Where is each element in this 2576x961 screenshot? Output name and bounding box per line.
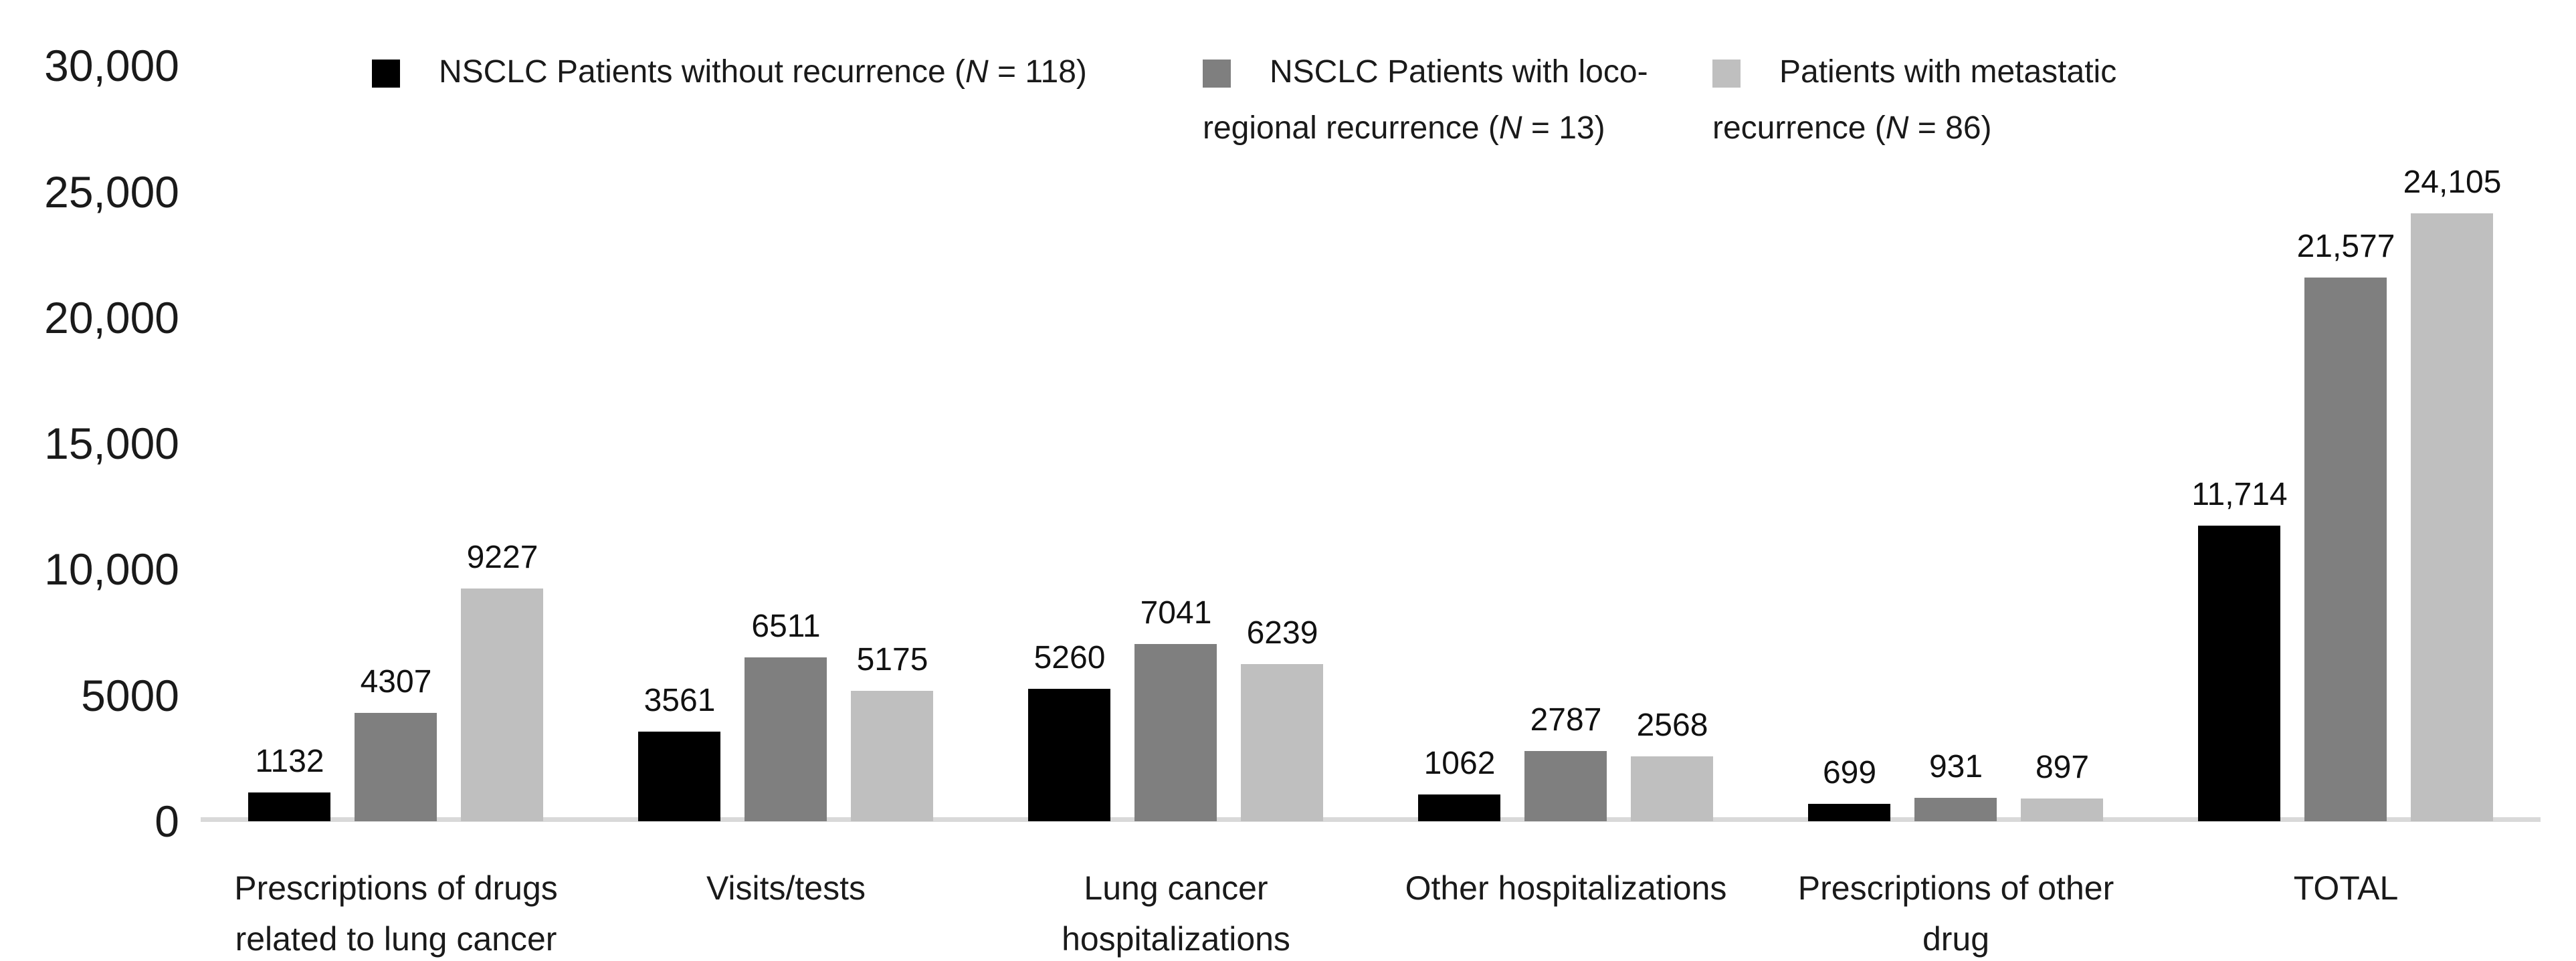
y-axis-tick-label: 0: [155, 796, 179, 846]
bar-series2-group5: [2411, 213, 2493, 821]
bar-value-label: 2568: [1636, 708, 1708, 743]
legend-label: NSCLC Patients without recurrence (N = 1…: [439, 54, 1087, 90]
bar-value-label: 6511: [751, 609, 821, 644]
legend-swatch-darkgray-icon: [1203, 60, 1231, 88]
bar-series1-group4: [1914, 798, 1997, 821]
y-axis-tick-label: 25,000: [44, 167, 179, 217]
legend-item-locoregional-recurrence: NSCLC Patients with loco-regional recurr…: [1203, 44, 1691, 156]
bar-series0-group2: [1028, 689, 1110, 821]
category-label: Other hospitalizations: [1405, 869, 1727, 907]
bar-value-label: 3561: [643, 683, 716, 718]
y-axis-tick-label: 30,000: [44, 41, 179, 90]
legend-swatch-lightgray-icon: [1712, 60, 1741, 88]
bar-value-label: 5175: [856, 642, 928, 677]
bar-value-label: 1062: [1423, 746, 1496, 781]
legend-item-metastatic-recurrence: Patients with metastatic recurrence (N =…: [1712, 44, 2181, 156]
bar-value-label: 24,105: [2403, 165, 2502, 200]
bar-series1-group2: [1134, 644, 1217, 821]
bar-series2-group0: [461, 589, 543, 821]
category-label: TOTAL: [2293, 869, 2399, 907]
y-axis-tick-label: 5000: [81, 671, 179, 720]
bar-series0-group0: [248, 792, 330, 821]
bar-value-label: 11,714: [2191, 477, 2288, 512]
bar-series1-group5: [2304, 278, 2387, 821]
bar-series2-group3: [1631, 756, 1713, 821]
category-label: Prescriptions of drugs related to lung c…: [234, 869, 558, 958]
category-label: Lung cancer hospitalizations: [1062, 869, 1290, 958]
legend-swatch-black-icon: [372, 60, 400, 88]
bar-series2-group1: [851, 691, 933, 821]
bar-value-label: 21,577: [2296, 229, 2395, 264]
bar-series0-group3: [1418, 794, 1500, 821]
bar-series1-group3: [1524, 751, 1607, 821]
bar-series2-group2: [1241, 664, 1323, 821]
bar-value-label: 2787: [1530, 702, 1602, 738]
bar-value-label: 9227: [466, 540, 538, 575]
bar-value-label: 931: [1928, 749, 1983, 784]
category-label: Visits/tests: [706, 869, 866, 907]
category-label: Prescriptions of other drug: [1797, 869, 2114, 958]
y-axis-tick-label: 20,000: [44, 293, 179, 342]
y-axis-tick-label: 15,000: [44, 419, 179, 468]
bar-series1-group1: [745, 657, 827, 821]
legend-label: Patients with metastatic recurrence (N =…: [1712, 54, 2117, 146]
bar-value-label: 6239: [1246, 615, 1318, 651]
bar-series0-group4: [1808, 804, 1890, 821]
bar-value-label: 1132: [255, 744, 324, 779]
bar-value-label: 7041: [1140, 595, 1212, 631]
bar-series0-group1: [638, 732, 720, 821]
legend-item-without-recurrence: NSCLC Patients without recurrence (N = 1…: [372, 44, 1188, 100]
bar-series0-group5: [2198, 526, 2280, 821]
bar-series2-group4: [2021, 798, 2103, 821]
legend-label: NSCLC Patients with loco-regional recurr…: [1203, 54, 1648, 146]
x-axis-line: [201, 817, 2541, 822]
y-axis-tick-label: 10,000: [44, 544, 179, 594]
bar-value-label: 4307: [360, 664, 432, 700]
bar-value-label: 5260: [1033, 640, 1106, 675]
bar-value-label: 897: [2035, 750, 2090, 785]
bar-value-label: 699: [1822, 755, 1877, 790]
bar-series1-group0: [355, 713, 437, 821]
